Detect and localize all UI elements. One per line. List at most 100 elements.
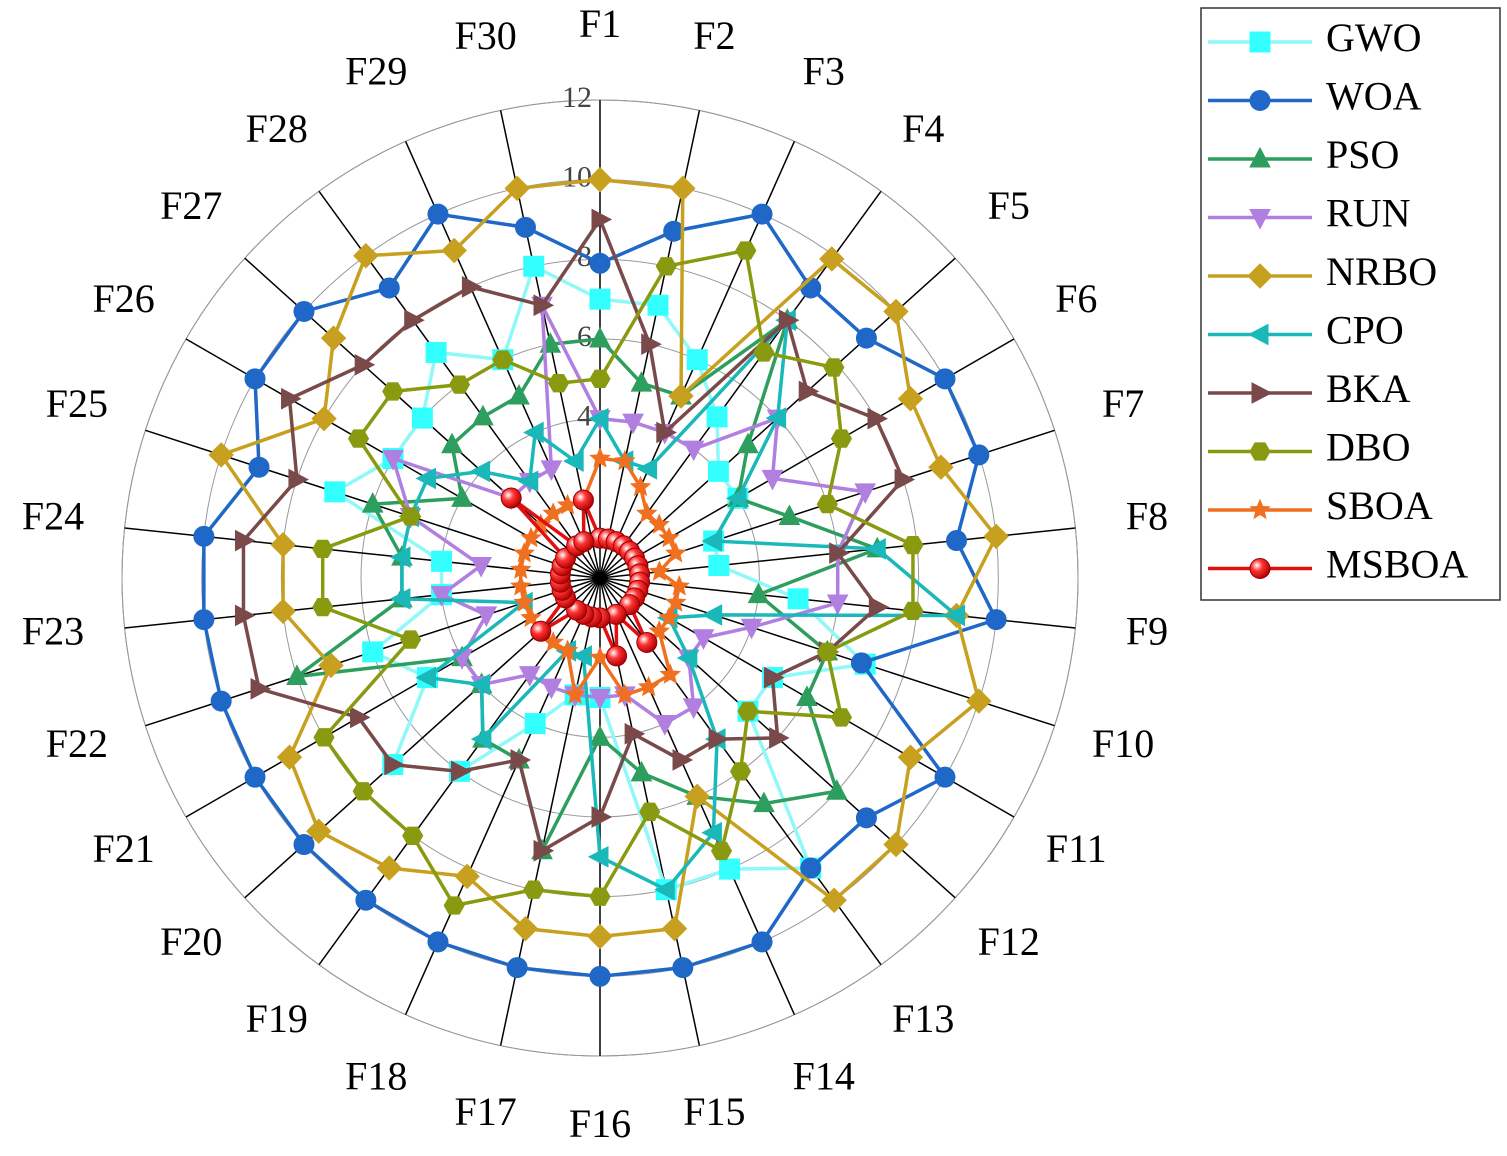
point xyxy=(540,678,563,700)
point xyxy=(654,878,675,901)
point xyxy=(362,641,384,663)
point xyxy=(966,688,992,714)
point xyxy=(636,631,658,653)
point xyxy=(1247,263,1273,289)
point xyxy=(523,421,544,444)
point xyxy=(312,539,334,559)
point xyxy=(708,728,730,750)
point xyxy=(682,440,705,462)
point xyxy=(670,175,696,202)
point xyxy=(270,531,296,558)
point xyxy=(376,855,402,881)
point xyxy=(312,597,334,617)
point xyxy=(208,442,234,468)
point xyxy=(510,749,532,771)
point xyxy=(665,542,687,563)
point xyxy=(823,358,845,377)
point xyxy=(510,558,532,579)
point xyxy=(854,483,877,504)
point xyxy=(400,630,422,649)
point xyxy=(737,432,759,454)
axis-label: F2 xyxy=(693,13,735,58)
point xyxy=(350,706,371,729)
point xyxy=(798,380,820,403)
point xyxy=(682,698,705,719)
point xyxy=(514,216,536,238)
point xyxy=(725,487,747,510)
point xyxy=(469,673,491,696)
point xyxy=(636,458,658,480)
point xyxy=(454,863,480,890)
point xyxy=(701,604,723,626)
point xyxy=(520,606,542,627)
point xyxy=(763,666,785,689)
point xyxy=(540,460,563,481)
point xyxy=(587,923,613,950)
point xyxy=(234,604,256,627)
point xyxy=(819,246,845,272)
point xyxy=(250,677,272,700)
point xyxy=(244,368,266,390)
axis-label: F5 xyxy=(988,183,1030,228)
point xyxy=(443,896,465,915)
point xyxy=(587,166,613,193)
point xyxy=(928,454,954,480)
point xyxy=(276,744,303,770)
point xyxy=(826,594,849,616)
point xyxy=(306,818,332,844)
point xyxy=(389,587,411,610)
point xyxy=(668,575,690,596)
point xyxy=(234,529,256,552)
point xyxy=(983,523,1009,550)
axis-label: F25 xyxy=(46,381,108,426)
point xyxy=(589,252,611,274)
point xyxy=(564,683,586,705)
point xyxy=(311,405,337,432)
point xyxy=(589,965,611,987)
axis-label: F20 xyxy=(160,919,222,964)
axis-label: F23 xyxy=(22,609,84,654)
point xyxy=(591,806,613,828)
point xyxy=(320,325,347,351)
axis-label: F18 xyxy=(345,1054,407,1099)
series-line xyxy=(320,248,915,908)
point xyxy=(1249,146,1271,168)
legend-label: SBOA xyxy=(1326,483,1433,528)
axis-label: F11 xyxy=(1046,826,1107,871)
point xyxy=(431,550,453,572)
legend-label: RUN xyxy=(1326,191,1410,236)
axis-label: F24 xyxy=(22,494,84,539)
axis-label: F17 xyxy=(455,1089,517,1134)
axis-label: F3 xyxy=(803,49,845,94)
point xyxy=(347,429,370,448)
point xyxy=(508,383,530,405)
point xyxy=(606,645,628,667)
point xyxy=(658,526,680,548)
point xyxy=(829,542,850,564)
point xyxy=(867,407,889,430)
point xyxy=(653,715,676,736)
point xyxy=(672,957,694,979)
point xyxy=(248,456,270,478)
point xyxy=(765,407,787,429)
point xyxy=(735,241,757,260)
point xyxy=(796,685,818,706)
axis-label: F10 xyxy=(1092,721,1154,766)
point xyxy=(830,429,853,448)
point xyxy=(523,255,545,277)
axis-label: F16 xyxy=(569,1101,631,1146)
legend-label: NRBO xyxy=(1326,249,1437,294)
point xyxy=(475,606,498,628)
legend-label: WOA xyxy=(1326,74,1422,119)
point xyxy=(427,203,449,225)
point xyxy=(707,460,729,482)
point xyxy=(361,492,384,513)
point xyxy=(589,288,611,310)
point xyxy=(469,460,491,483)
point xyxy=(524,713,546,735)
point xyxy=(747,582,770,604)
point xyxy=(648,513,670,534)
r-tick-label: 6 xyxy=(577,320,592,353)
point xyxy=(648,620,670,641)
